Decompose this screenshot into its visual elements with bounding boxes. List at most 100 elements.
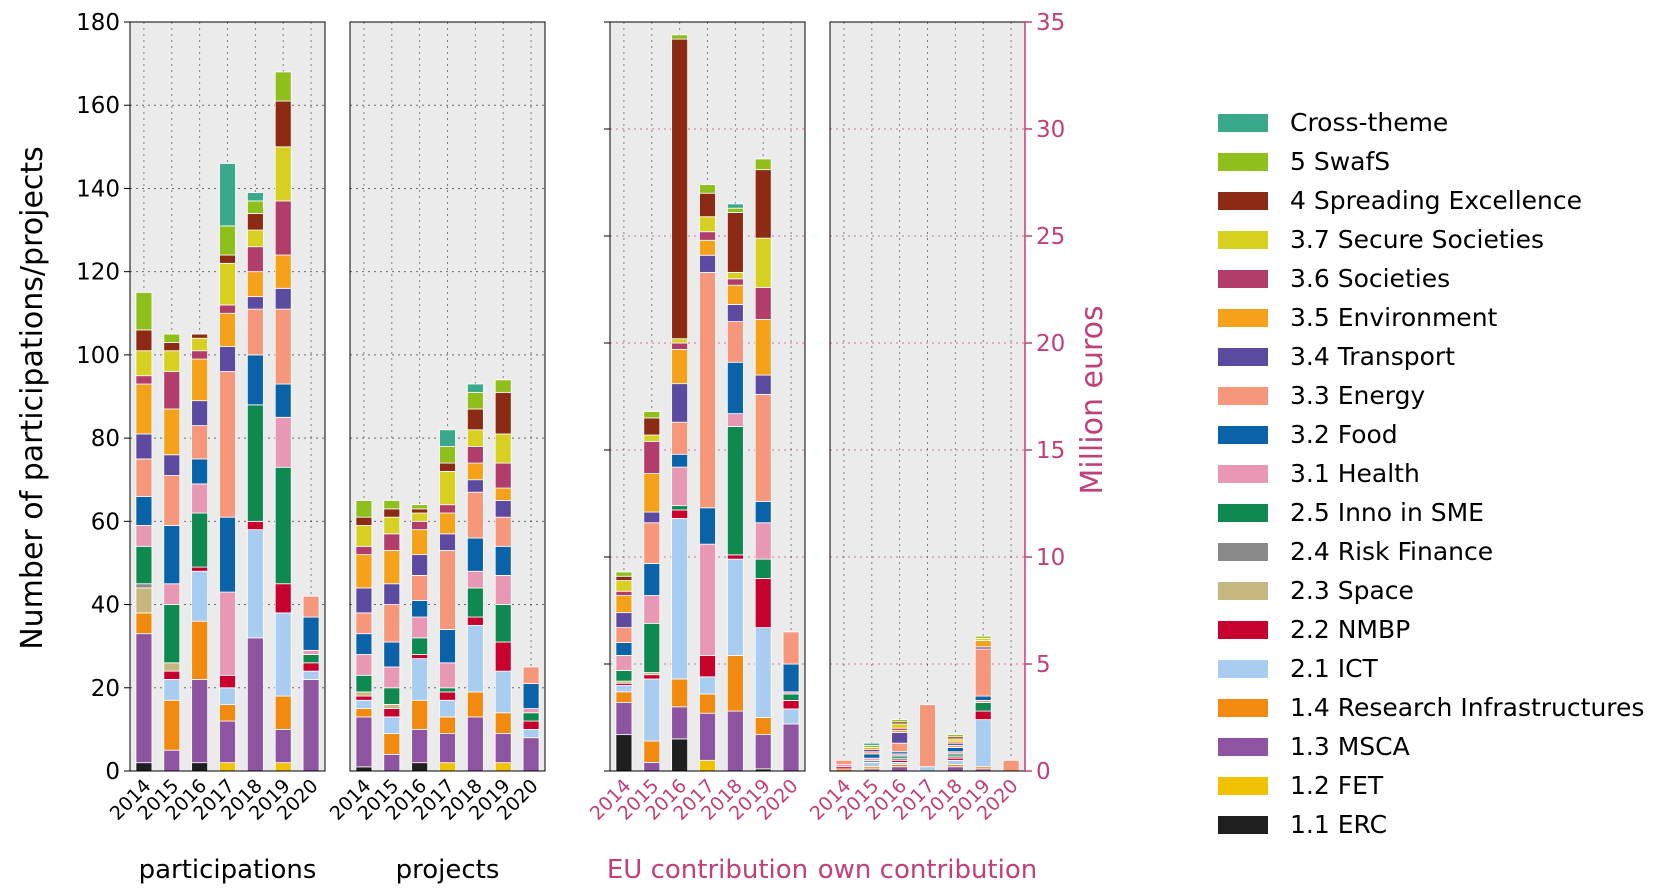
bar-segment bbox=[643, 417, 661, 436]
bar-segment bbox=[411, 520, 429, 531]
bar-segment bbox=[411, 654, 429, 660]
bar-segment bbox=[355, 525, 373, 547]
bar-segment bbox=[135, 633, 153, 764]
bar-segment bbox=[615, 734, 633, 772]
legend-item: 1.3 MSCA bbox=[1218, 727, 1644, 766]
bar-segment bbox=[466, 691, 484, 718]
bar-segment bbox=[699, 192, 716, 218]
bar-segment bbox=[466, 616, 484, 626]
bar-segment bbox=[411, 512, 429, 522]
panel-frame bbox=[129, 21, 326, 772]
bar-segment bbox=[439, 662, 456, 689]
bar-segment bbox=[163, 699, 181, 751]
bar-segment bbox=[163, 408, 181, 456]
legend-swatch bbox=[1218, 698, 1268, 717]
bar-segment bbox=[383, 508, 401, 518]
bar-segment bbox=[302, 595, 320, 618]
bar-segment bbox=[699, 216, 716, 233]
bar-segment bbox=[163, 350, 181, 372]
bar-segment bbox=[919, 766, 936, 772]
bar-segment bbox=[754, 717, 772, 736]
bar-segment bbox=[974, 648, 992, 697]
legend-swatch bbox=[1218, 776, 1268, 795]
bar-segment bbox=[302, 662, 320, 672]
bar-segment bbox=[411, 575, 429, 601]
bar-segment bbox=[699, 759, 716, 772]
legend-swatch bbox=[1218, 659, 1268, 678]
bar-segment bbox=[411, 616, 429, 639]
bar-segment bbox=[891, 719, 909, 723]
legend-swatch bbox=[1218, 425, 1268, 444]
bar-segment bbox=[383, 753, 401, 772]
legend-swatch bbox=[1218, 815, 1268, 834]
bar-segment bbox=[383, 550, 401, 585]
bar-segment bbox=[522, 712, 540, 722]
panel-frame bbox=[349, 21, 546, 772]
bar-segment bbox=[754, 627, 772, 718]
bar-segment bbox=[274, 146, 292, 202]
legend-item: 2.4 Risk Finance bbox=[1218, 532, 1644, 571]
bar-segment bbox=[302, 649, 320, 655]
bar-segment bbox=[615, 612, 633, 629]
legend-item: 2.3 Space bbox=[1218, 571, 1644, 610]
bar-segment bbox=[355, 654, 373, 676]
bar-segment bbox=[726, 426, 744, 556]
bar-segment bbox=[191, 483, 209, 514]
bar-segment bbox=[494, 500, 512, 518]
bar-segment bbox=[974, 635, 992, 639]
legend-swatch bbox=[1218, 113, 1268, 132]
bar-segment bbox=[643, 522, 661, 564]
bar-segment bbox=[643, 595, 661, 624]
bar-segment bbox=[219, 720, 236, 764]
bar-segment bbox=[671, 453, 689, 468]
bar-segment bbox=[246, 529, 264, 639]
bar-segment bbox=[466, 383, 484, 393]
bar-segment bbox=[191, 337, 209, 352]
bar-segment bbox=[494, 462, 512, 489]
bar-segment bbox=[615, 702, 633, 736]
bar-segment bbox=[274, 254, 292, 289]
bar-segment bbox=[946, 747, 964, 753]
bar-segment bbox=[191, 350, 209, 360]
bar-segment bbox=[643, 678, 661, 742]
bar-segment bbox=[355, 516, 373, 526]
bar-segment bbox=[494, 545, 512, 576]
legend-label: 2.1 ICT bbox=[1290, 654, 1378, 683]
bar-segment bbox=[522, 666, 540, 685]
bar-segment bbox=[191, 333, 209, 339]
bar-segment bbox=[974, 695, 992, 701]
bar-segment bbox=[191, 570, 209, 622]
bar-segment bbox=[135, 545, 153, 585]
bar-segment bbox=[466, 570, 484, 589]
legend-label: 2.3 Space bbox=[1290, 576, 1414, 605]
bar-segment bbox=[494, 516, 512, 547]
bar-segment bbox=[135, 495, 153, 526]
bar-segment bbox=[643, 511, 661, 524]
legend-swatch bbox=[1218, 152, 1268, 171]
bar-segment bbox=[274, 383, 292, 418]
bar-segment bbox=[383, 716, 401, 734]
bar-segment bbox=[246, 637, 264, 772]
bar-segment bbox=[494, 604, 512, 643]
bar-segment bbox=[274, 287, 292, 310]
bar-segment bbox=[246, 246, 264, 273]
bar-segment bbox=[191, 620, 209, 680]
bar-segment bbox=[699, 184, 716, 194]
bar-segment bbox=[891, 732, 909, 744]
bar-segment bbox=[355, 554, 373, 589]
bar-segment bbox=[782, 699, 800, 710]
bar-segment bbox=[302, 670, 320, 680]
legend-swatch bbox=[1218, 386, 1268, 405]
panel-title: own contribution bbox=[818, 855, 1038, 885]
y-tick-label: 20 bbox=[91, 676, 120, 702]
bar-segment bbox=[439, 446, 456, 464]
bar-segment bbox=[726, 655, 744, 712]
legend-label: 3.6 Societies bbox=[1290, 264, 1451, 293]
bar-segment bbox=[494, 379, 512, 393]
bar-segment bbox=[699, 239, 716, 256]
bar-segment bbox=[355, 633, 373, 655]
legend-item: 3.3 Energy bbox=[1218, 376, 1644, 415]
bar-segment bbox=[754, 319, 772, 376]
bar-segment bbox=[974, 702, 992, 712]
